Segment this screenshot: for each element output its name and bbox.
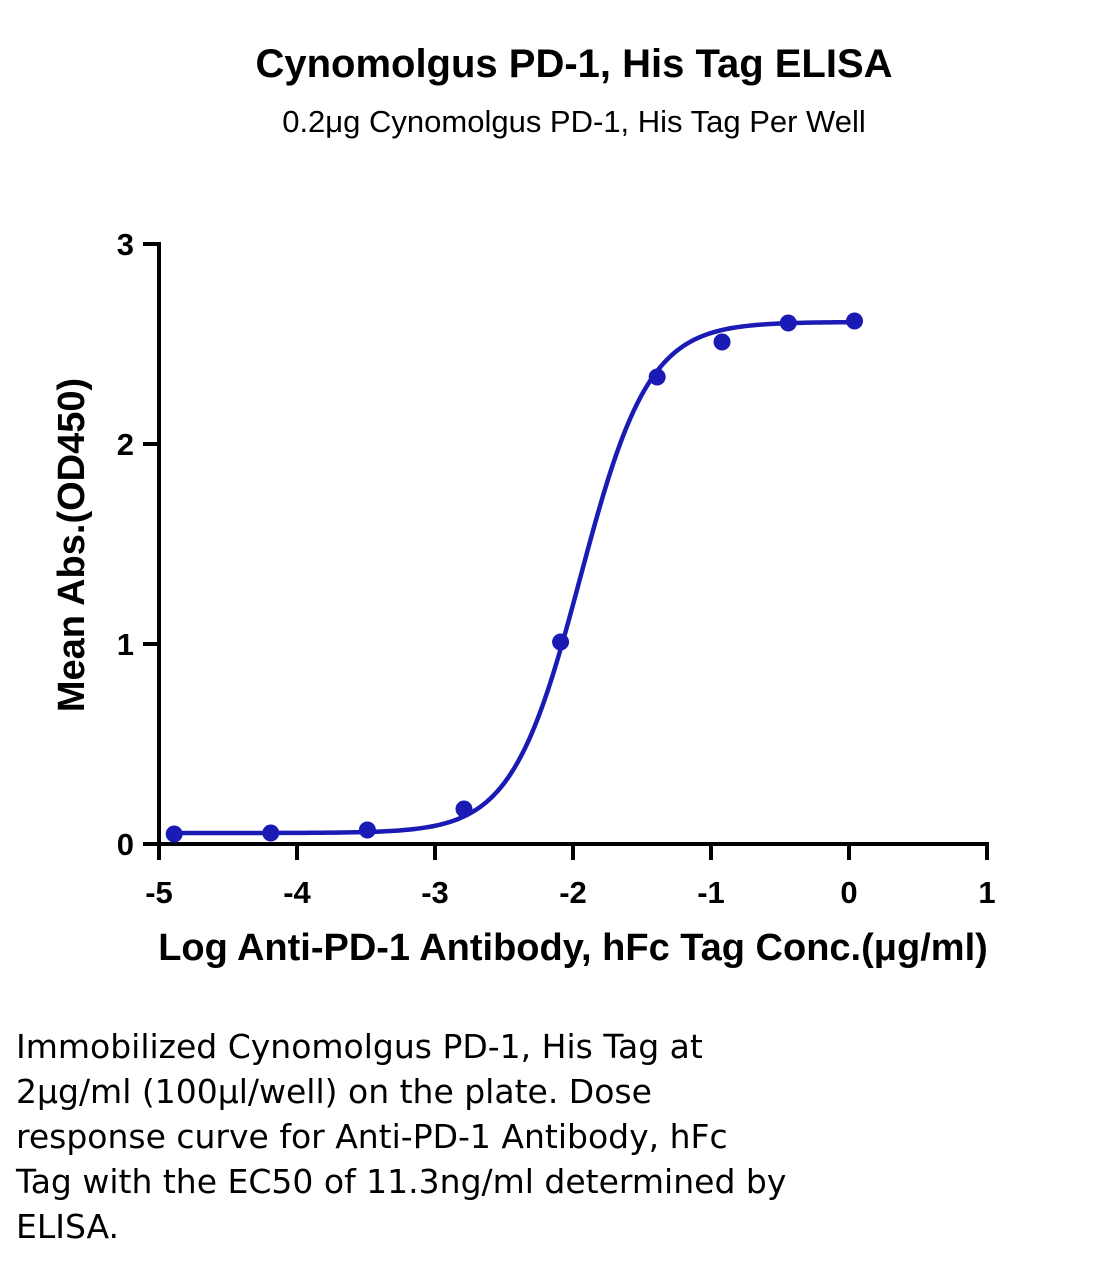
data-point bbox=[455, 800, 473, 818]
data-point bbox=[262, 824, 280, 842]
fit-curve-line bbox=[174, 319, 855, 836]
data-point bbox=[165, 825, 183, 843]
data-point bbox=[552, 633, 570, 651]
caption-line: Immobilized Cynomolgus PD-1, His Tag at bbox=[16, 1027, 703, 1066]
elisa-chart: -5 -4 -3 -2 -1 0 1 0 1 2 3 Log Anti-PD-1 Antibody, … bbox=[51, 227, 996, 969]
caption-line: Tag with the EC50 of 11.3ng/ml determine… bbox=[16, 1162, 787, 1201]
x-tick-label: 0 bbox=[840, 875, 857, 910]
y-axis-label: Mean Abs.(OD450) bbox=[51, 378, 93, 712]
caption-line: response curve for Anti-PD-1 Antibody, h… bbox=[16, 1117, 728, 1156]
data-point bbox=[713, 333, 731, 351]
x-axis-label: Log Anti-PD-1 Antibody, hFc Tag Conc.(μg… bbox=[158, 927, 988, 969]
x-tick-label: 1 bbox=[978, 875, 995, 910]
chart-subtitle: 0.2μg Cynomolgus PD-1, His Tag Per Well bbox=[282, 104, 866, 139]
caption-line: 2μg/ml (100μl/well) on the plate. Dose bbox=[16, 1072, 652, 1111]
data-point bbox=[779, 314, 797, 332]
data-point bbox=[648, 368, 666, 386]
y-tick-label: 3 bbox=[117, 227, 134, 262]
chart-title: Cynomolgus PD-1, His Tag ELISA bbox=[255, 42, 893, 86]
x-tick-label: -2 bbox=[559, 875, 587, 910]
x-tick-label: -1 bbox=[697, 875, 725, 910]
caption-line: ELISA. bbox=[16, 1207, 120, 1246]
x-tick-label: -4 bbox=[283, 875, 311, 910]
data-point bbox=[846, 312, 864, 330]
figure-caption: Immobilized Cynomolgus PD-1, His Tag at … bbox=[16, 1024, 916, 1249]
x-tick-label: -3 bbox=[421, 875, 449, 910]
y-tick-label: 0 bbox=[117, 827, 134, 862]
data-point bbox=[358, 821, 376, 839]
y-tick-label: 1 bbox=[117, 627, 134, 662]
x-tick-label: -5 bbox=[145, 875, 173, 910]
y-tick-label: 2 bbox=[117, 427, 134, 462]
